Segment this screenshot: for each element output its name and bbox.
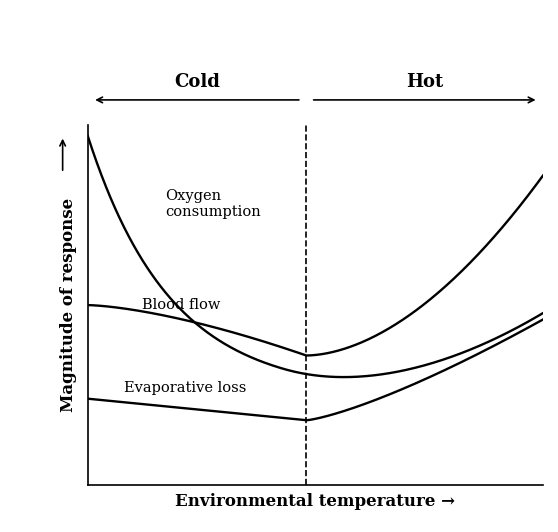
Text: Evaporative loss: Evaporative loss xyxy=(124,381,247,395)
Text: Oxygen
consumption: Oxygen consumption xyxy=(165,189,261,219)
X-axis label: Environmental temperature →: Environmental temperature → xyxy=(175,493,455,510)
Y-axis label: Magnitude of response: Magnitude of response xyxy=(60,198,76,412)
Text: Blood flow: Blood flow xyxy=(142,298,221,312)
Text: Hot: Hot xyxy=(406,73,443,91)
Text: Cold: Cold xyxy=(174,73,220,91)
